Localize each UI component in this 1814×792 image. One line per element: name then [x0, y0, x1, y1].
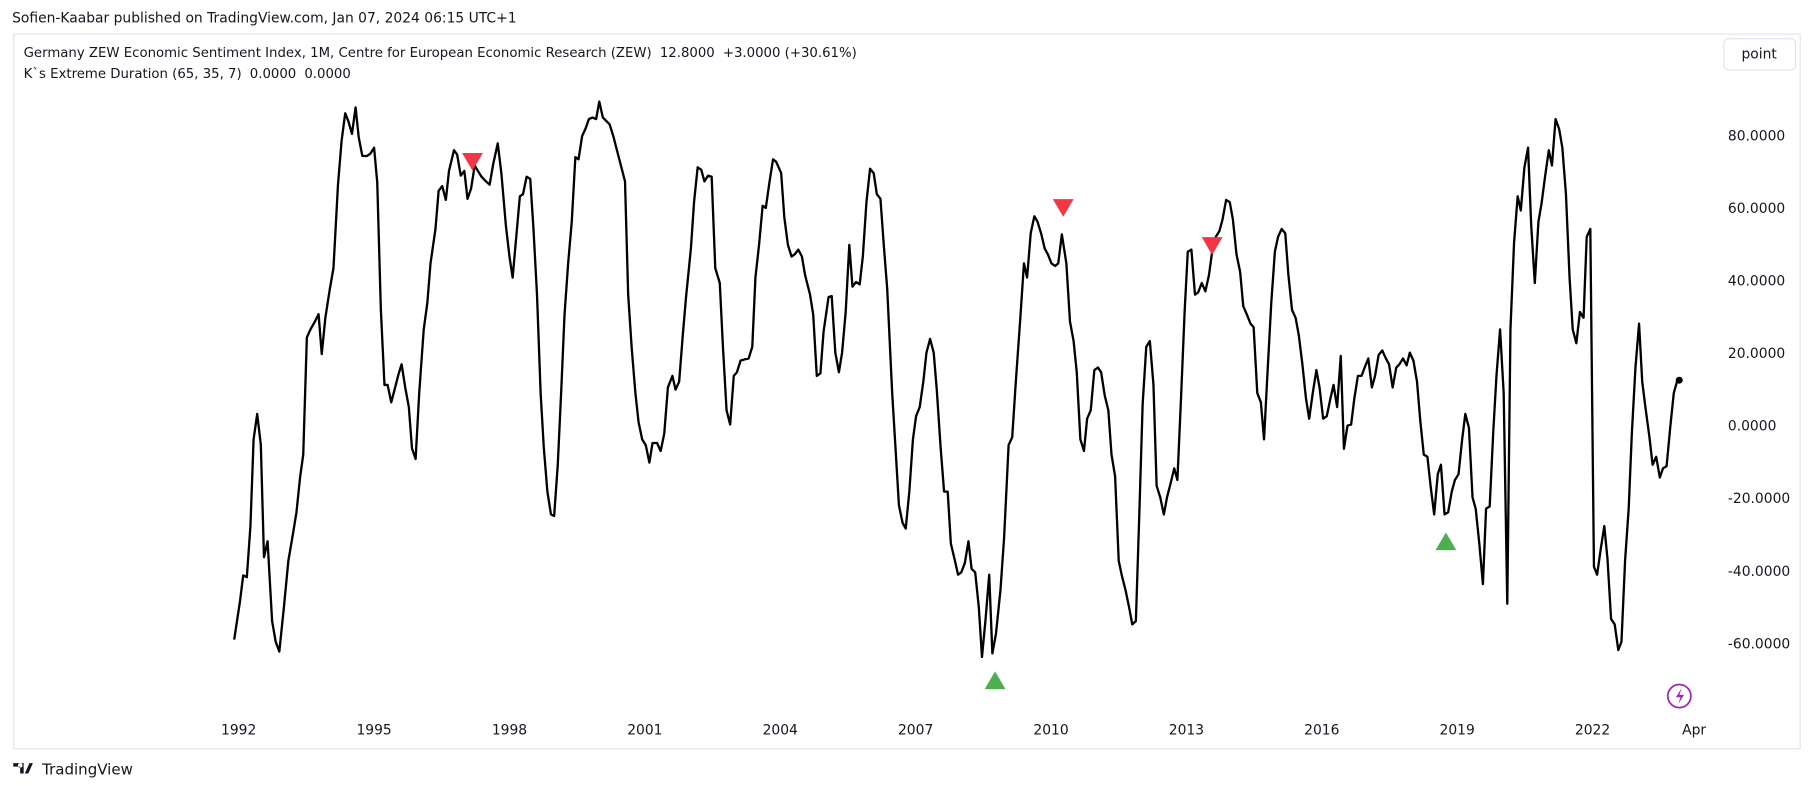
- point-button[interactable]: [1723, 38, 1797, 71]
- x-tick-label: 2019: [1440, 723, 1475, 739]
- signal-marker: [984, 671, 1006, 690]
- legend-text: Germany ZEW Economic Sentiment Index, 1M…: [24, 46, 652, 61]
- signal-marker: [1052, 199, 1074, 217]
- y-tick-label: -60.0000: [1728, 636, 1790, 652]
- y-tick-label: -20.0000: [1728, 491, 1790, 507]
- signal-marker: [1435, 532, 1457, 551]
- legend-text: 0.0000: [304, 67, 350, 82]
- price-line: [233, 100, 1680, 659]
- legend-text: 12.8000: [660, 46, 715, 61]
- replay-icon[interactable]: [1666, 683, 1692, 709]
- x-tick-label: 2010: [1033, 723, 1068, 739]
- y-tick-label: 60.0000: [1728, 201, 1785, 217]
- legend-text: +3.0000 (+30.61%): [723, 46, 857, 61]
- point-button-label[interactable]: point: [1741, 46, 1777, 62]
- y-tick-label: 40.0000: [1728, 274, 1785, 290]
- x-tick-label: 1995: [356, 723, 391, 739]
- legend-text: 0.0000: [250, 67, 296, 82]
- x-tick-label: 2007: [898, 723, 933, 739]
- signal-marker: [1201, 237, 1223, 255]
- y-tick-label: 20.0000: [1728, 346, 1785, 362]
- y-tick-label: -40.0000: [1728, 564, 1790, 580]
- signal-marker: [462, 152, 483, 171]
- x-tick-label: 2004: [763, 723, 798, 739]
- tv-logo: [13, 763, 33, 774]
- legend-text: K`s Extreme Duration (65, 35, 7): [24, 66, 242, 82]
- pane-border: [13, 33, 1801, 750]
- x-tick-label: 2013: [1169, 723, 1204, 739]
- footer: TradingView: [41, 761, 133, 779]
- header: Sofien-Kaabar published on TradingView.c…: [12, 10, 516, 26]
- y-tick-label: 0.0000: [1728, 419, 1777, 435]
- y-tick-label: 80.0000: [1728, 128, 1785, 144]
- x-tick-label: Apr: [1682, 723, 1706, 739]
- x-tick-label: 2016: [1304, 723, 1339, 739]
- x-tick-label: 1992: [221, 723, 256, 739]
- x-tick-label: 1998: [492, 723, 527, 739]
- x-tick-label: 2001: [627, 723, 662, 739]
- x-tick-label: 2022: [1575, 723, 1610, 739]
- last-point: [1675, 376, 1683, 384]
